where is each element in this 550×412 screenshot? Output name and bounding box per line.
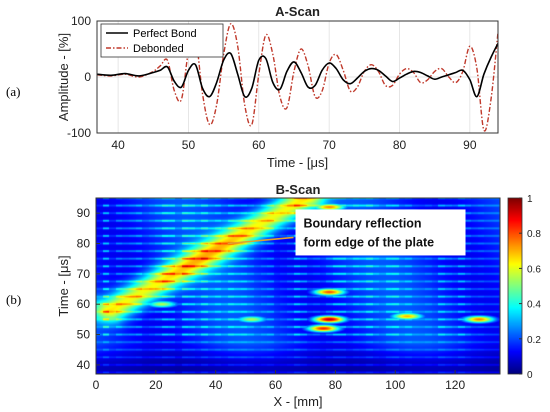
a-scan-y-tick-label: 0 bbox=[84, 70, 91, 84]
a-scan-x-tick-label: 60 bbox=[252, 138, 266, 152]
a-scan-chart: 40 50 60 70 80 90 -100 0 100 Perfect Bond Debonded… bbox=[56, 4, 499, 170]
colorbar-tick-label: 0.2 bbox=[527, 335, 541, 346]
b-scan-y-tick-label: 90 bbox=[77, 206, 91, 220]
a-scan-y-axis-label: Amplitude - [%] bbox=[56, 33, 71, 121]
a-scan-x-tick-label: 40 bbox=[111, 138, 125, 152]
b-scan-y-tick-label: 40 bbox=[77, 358, 91, 372]
b-scan-x-tick-label: 80 bbox=[329, 378, 343, 392]
a-scan-y-tick-label: -100 bbox=[67, 126, 91, 140]
a-scan-x-tick-label: 70 bbox=[322, 138, 336, 152]
a-scan-x-tick-label: 80 bbox=[393, 138, 407, 152]
legend-label-perfect-bond: Perfect Bond bbox=[133, 28, 197, 40]
b-scan-x-tick-label: 0 bbox=[93, 378, 100, 392]
colorbar bbox=[508, 198, 522, 374]
panel-label-b: (b) bbox=[6, 292, 22, 307]
a-scan-axes-box bbox=[96, 20, 499, 134]
a-scan-title: A-Scan bbox=[275, 4, 320, 19]
colorbar-tick-label: 0.4 bbox=[527, 300, 541, 311]
colorbar-tick-label: 0.8 bbox=[527, 229, 541, 240]
legend-label-debonded: Debonded bbox=[133, 43, 184, 55]
a-scan-x-axis-label: Time - [μs] bbox=[267, 155, 328, 170]
b-scan-y-tick-label: 80 bbox=[77, 237, 91, 251]
colorbar-tick-label: 0.6 bbox=[527, 264, 541, 275]
colorbar-tick-label: 1 bbox=[527, 194, 533, 205]
b-scan-x-tick-label: 40 bbox=[209, 378, 223, 392]
panel-label-a: (a) bbox=[6, 84, 21, 99]
b-scan-x-tick-label: 120 bbox=[445, 378, 465, 392]
series-line-perfect-bond bbox=[97, 43, 498, 98]
a-scan-x-tick-label: 90 bbox=[463, 138, 477, 152]
b-scan-chart: 0 20 40 60 80 100 120 40 50 60 70 80 90 0 0.2 0.4 0.6 0.8… bbox=[0, 180, 550, 412]
a-scan-y-tick-label: 100 bbox=[71, 14, 91, 28]
annotation-line-1: Boundary reflection bbox=[304, 216, 422, 230]
b-scan-y-tick-label: 60 bbox=[77, 297, 91, 311]
a-scan-x-tick-label: 50 bbox=[182, 138, 196, 152]
b-scan-title: B-Scan bbox=[276, 182, 321, 197]
annotation-arrow bbox=[227, 236, 294, 245]
b-scan-x-tick-label: 100 bbox=[385, 378, 405, 392]
annotation-box bbox=[295, 209, 466, 256]
b-scan-x-axis-label: X - [mm] bbox=[273, 394, 322, 409]
b-scan-x-tick-label: 60 bbox=[269, 378, 283, 392]
b-scan-y-axis-label: Time - [μs] bbox=[56, 255, 71, 316]
b-scan-axes-box bbox=[95, 197, 501, 375]
b-scan-y-tick-label: 50 bbox=[77, 328, 91, 342]
a-scan-legend bbox=[100, 23, 224, 58]
colorbar-frame bbox=[507, 197, 523, 375]
b-scan-y-tick-label: 70 bbox=[77, 267, 91, 281]
colorbar-tick-label: 0 bbox=[527, 370, 533, 381]
b-scan-x-tick-label: 20 bbox=[149, 378, 163, 392]
annotation-line-2: form edge of the plate bbox=[304, 235, 435, 249]
